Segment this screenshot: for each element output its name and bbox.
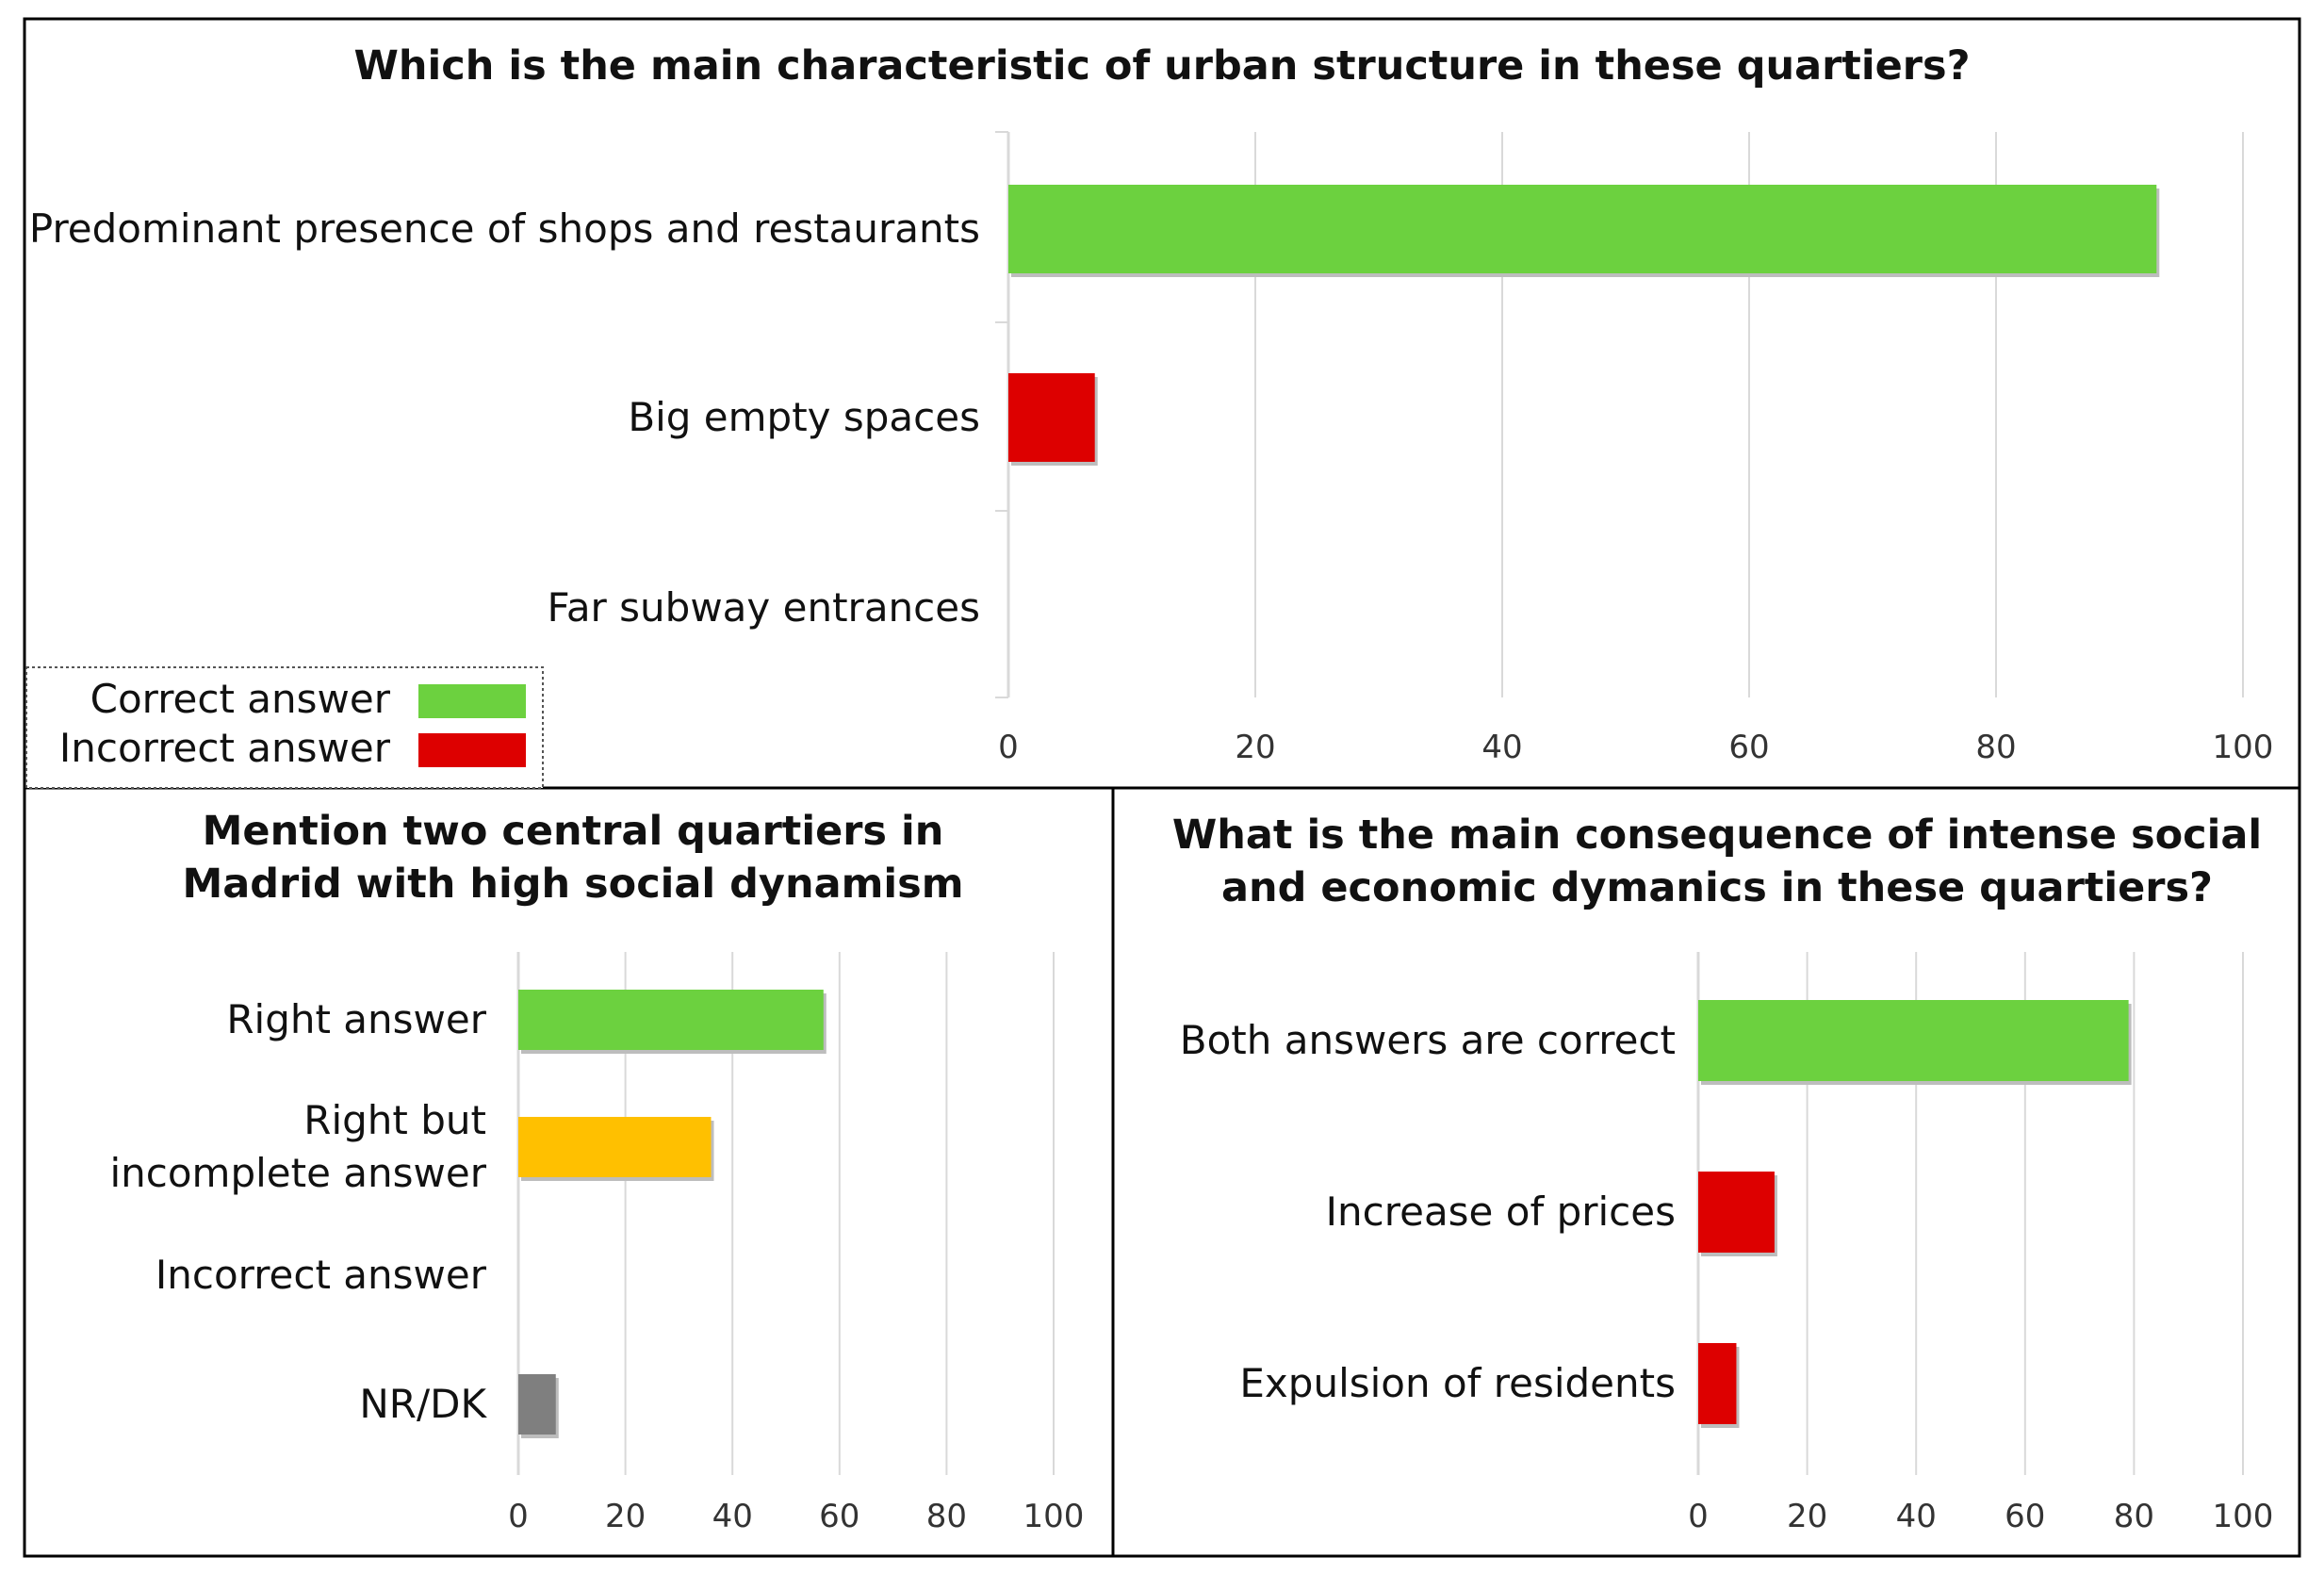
chart2-bar — [518, 990, 824, 1050]
chart3-bar — [1698, 1000, 2129, 1081]
chart1-x-tick-label: 100 — [2213, 729, 2274, 766]
chart2-bar — [518, 1117, 712, 1177]
chart1-x-tick-label: 80 — [1975, 729, 2016, 766]
chart3-category-label: Both answers are correct — [1180, 1017, 1676, 1063]
chart3-x-tick-label: 20 — [1787, 1498, 1827, 1535]
chart2-category-label: NR/DK — [359, 1381, 487, 1427]
chart1-title: Which is the main characteristic of urba… — [353, 42, 1970, 90]
chart3-category-label: Increase of prices — [1326, 1189, 1676, 1235]
chart3-x-tick-label: 40 — [1896, 1498, 1937, 1535]
legend-label-correct: Correct answer — [90, 676, 391, 722]
chart2-x-tick-label: 0 — [508, 1498, 529, 1535]
chart2-x-tick-label: 80 — [926, 1498, 967, 1535]
chart1-x-tick-label: 40 — [1481, 729, 1522, 766]
chart2-x-tick-label: 20 — [605, 1498, 646, 1535]
chart3-bar — [1698, 1343, 1737, 1424]
chart1-legend: Correct answer Incorrect answer — [25, 666, 544, 789]
chart2-x-tick-label: 60 — [819, 1498, 859, 1535]
chart1-plot: 0 20 40 60 80 100 Predominant presence of shop… — [29, 131, 2274, 766]
chart1-category-label: Predominant presence of shops and restau… — [29, 205, 980, 252]
legend-label-incorrect: Incorrect answer — [59, 725, 391, 771]
chart2-title-line1: Mention two central quartiers in — [203, 808, 944, 855]
chart3-bar — [1698, 1172, 1775, 1253]
chart2-plot: 0 20 40 60 80 100 Right answer Right but incompl… — [109, 952, 1084, 1535]
chart3-title-line2: and economic dymanics in these quartiers… — [1221, 864, 2213, 911]
chart2-title-line2: Madrid with high social dynamism — [182, 861, 963, 908]
chart2-category-label: incomplete answer — [109, 1150, 486, 1196]
chart2-x-tick-label: 40 — [712, 1498, 753, 1535]
chart3-x-tick-label: 0 — [1688, 1498, 1709, 1535]
chart2-x-tick-label: 100 — [1023, 1498, 1085, 1535]
chart2-category-label: Right answer — [226, 996, 486, 1042]
chart3-category-label: Expulsion of residents — [1239, 1360, 1676, 1406]
legend-swatch-incorrect — [418, 733, 526, 767]
legend-swatch-correct — [418, 684, 526, 718]
chart3-title-line1: What is the main consequence of intense … — [1172, 812, 2262, 859]
chart2-bar — [518, 1374, 556, 1435]
chart3-plot: 0 20 40 60 80 100 Both answers are correct Incr… — [1180, 952, 2274, 1535]
chart3-x-tick-label: 80 — [2114, 1498, 2154, 1535]
chart1-x-tick-label: 20 — [1235, 729, 1275, 766]
panel-bottom-right-border — [1111, 786, 2301, 1558]
chart1-x-tick-label: 0 — [998, 729, 1019, 766]
chart3-x-tick-label: 60 — [2005, 1498, 2045, 1535]
chart1-category-label: Big empty spaces — [628, 394, 980, 440]
chart3-x-tick-label: 100 — [2213, 1498, 2274, 1535]
chart1-bar — [1008, 185, 2157, 273]
chart1-x-tick-label: 60 — [1728, 729, 1769, 766]
chart1-category-label: Far subway entrances — [548, 584, 980, 631]
chart2-category-label: Incorrect answer — [155, 1252, 487, 1298]
chart2-category-label: Right but — [303, 1097, 486, 1143]
chart1-bar — [1008, 373, 1095, 462]
